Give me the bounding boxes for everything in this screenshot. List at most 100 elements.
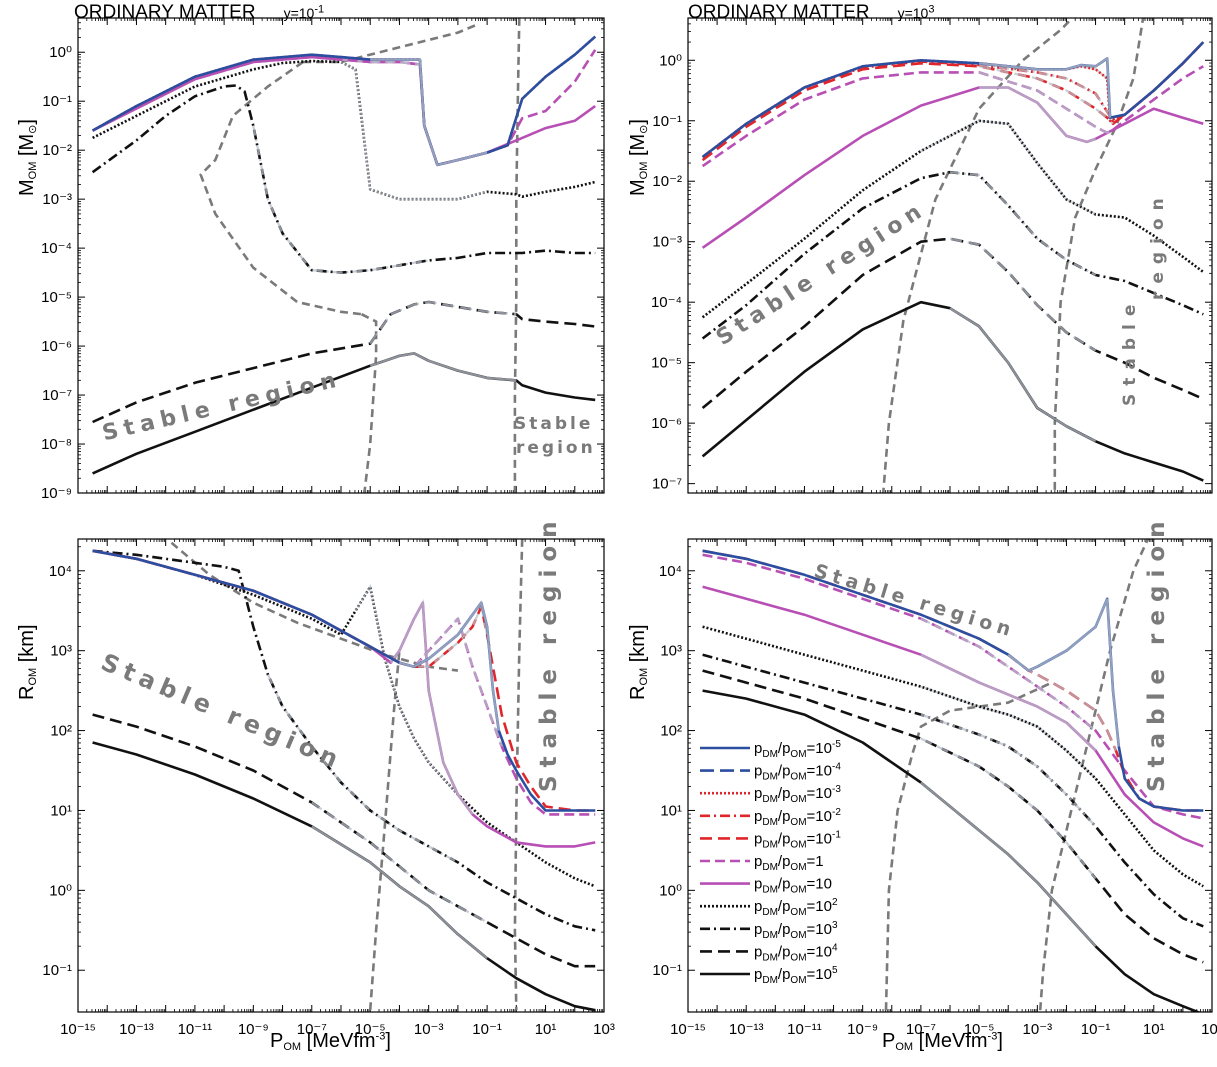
series-unstable-segment-1e2 <box>921 121 1096 215</box>
x-tick-label: 10⁻¹¹ <box>787 1021 822 1038</box>
x-tick-label: 10⁻³ <box>414 1021 444 1038</box>
series-unstable-segment-1 <box>370 62 487 165</box>
x-tick-label: 10³ <box>593 1021 615 1038</box>
x-tick-label: 10⁻⁹ <box>847 1021 878 1038</box>
series-line-1e2 <box>93 61 596 199</box>
y-tick-label: 10³ <box>660 643 682 660</box>
y-tick-label: 10⁻⁶ <box>651 415 682 432</box>
legend-label: pDM/pOM=10-1 <box>754 829 841 850</box>
stability-boundary-line <box>362 314 377 493</box>
stability-boundary-line <box>886 683 1052 1011</box>
legend-label: pDM/pOM=10-2 <box>754 807 841 828</box>
y-tick-label: 10⁻⁴ <box>651 294 682 311</box>
series-unstable-segment-1e4 <box>312 803 487 923</box>
stability-boundary-line <box>370 651 399 1011</box>
region-label-tr-right-a: Stable <box>1120 297 1140 406</box>
y-tick-label: 10⁻¹ <box>652 113 682 130</box>
legend-label: pDM/pOM=10-4 <box>754 762 841 783</box>
panel-2: 10⁻¹⁵ 10⁻¹³ 10⁻¹¹ 10⁻⁹ 10⁻⁷ 10⁻⁵ 10⁻³ 10⁻¹ 10¹ 10… <box>42 539 614 1038</box>
y-tick-label: 10⁰ <box>49 44 72 61</box>
legend-label: pDM/pOM=1 <box>754 853 824 873</box>
x-tick-label: 10³ <box>1201 1021 1217 1038</box>
x-tick-label: 10⁻⁹ <box>238 1021 269 1038</box>
y-tick-label: 10³ <box>50 643 72 660</box>
series-line-1e2 <box>93 551 596 887</box>
y-tick-label: 10⁻⁷ <box>42 387 72 404</box>
xlabel-right: POM [MeVfm-3] <box>882 1030 1003 1053</box>
x-tick-label: 10⁻¹⁵ <box>670 1021 706 1038</box>
y-tick-label: 10² <box>660 723 682 740</box>
series-unstable-segment-1e2 <box>921 687 1096 779</box>
plot-area-2 <box>93 539 596 1010</box>
x-tick-label: 10¹ <box>535 1021 557 1038</box>
xlabel-left: POM [MeVfm-3] <box>270 1030 391 1053</box>
stability-boundary-line <box>1055 15 1144 496</box>
stability-boundary-line <box>1040 539 1148 1010</box>
series-unstable-segment-1e4 <box>370 302 516 344</box>
y-tick-label: 10⁻⁶ <box>41 338 72 355</box>
y-tick-label: 10¹ <box>50 802 72 819</box>
panel-frame <box>688 18 1212 493</box>
series-line-1e4 <box>93 302 596 422</box>
legend-label: pDM/pOM=102 <box>754 897 838 918</box>
legend-label: pDM/pOM=10-5 <box>754 739 841 760</box>
series-unstable-segment-1e3 <box>921 715 1096 827</box>
region-label-tl-right-a: Stable <box>514 414 593 434</box>
y-tick-label: 10² <box>50 723 72 740</box>
region-label-bl-right: Stable region <box>536 514 562 793</box>
legend: pDM/pOM=10-5pDM/pOM=10-4pDM/pOM=10-3pDM/… <box>700 739 841 986</box>
y-tick-label: 10⁻⁵ <box>41 289 72 306</box>
ylabel-bottom-left: ROM [km] <box>16 624 39 700</box>
ylabel-top-left: MOM [M⊙] <box>16 119 39 196</box>
ylabel-bottom-right: ROM [km] <box>627 624 650 700</box>
x-tick-label: 10⁻¹³ <box>119 1021 154 1038</box>
y-tick-label: 10⁻¹ <box>652 962 682 979</box>
series-unstable-segment-1e3 <box>268 675 458 863</box>
y-tick-label: 10⁻¹ <box>42 962 72 979</box>
panel-title-top-right: ORDINARY MATTER y=103 <box>688 2 934 24</box>
stability-boundary-line <box>201 62 362 314</box>
series-unstable-segment-1e5 <box>312 826 487 958</box>
series-line-1e-2 <box>703 42 1204 157</box>
y-tick-label: 10⁻³ <box>652 234 682 251</box>
y-tick-label: 10⁻⁸ <box>41 436 72 453</box>
y-tick-label: 10⁻¹ <box>42 93 72 110</box>
series-unstable-segment-1e-5 <box>370 60 487 165</box>
series-line-1e5 <box>93 743 596 1011</box>
legend-label: pDM/pOM=103 <box>754 920 838 941</box>
x-tick-label: 10⁻¹⁵ <box>60 1021 96 1038</box>
panel-title-top-left: ORDINARY MATTER y=10-1 <box>74 2 324 24</box>
y-tick-label: 10⁴ <box>49 563 72 580</box>
series-line-1 <box>703 66 1204 166</box>
legend-label: pDM/pOM=105 <box>754 965 838 986</box>
series-line-1e-5 <box>703 42 1204 157</box>
series-line-1e3 <box>93 86 596 273</box>
y-tick-label: 10⁻² <box>42 142 72 159</box>
region-label-tl-right-b: region <box>516 438 596 458</box>
series-unstable-segment-1e4 <box>921 739 1096 879</box>
x-tick-label: 10⁻¹ <box>1081 1021 1111 1038</box>
region-label-br-right: Stable region <box>1144 514 1170 793</box>
y-tick-label: 10⁻⁷ <box>652 476 682 493</box>
y-tick-label: 10⁰ <box>659 882 682 899</box>
y-tick-label: 10⁻³ <box>42 191 72 208</box>
series-unstable-segment-1e5 <box>950 308 1096 441</box>
x-tick-label: 10¹ <box>1143 1021 1165 1038</box>
y-tick-label: 10⁰ <box>659 52 682 69</box>
y-tick-label: 10⁴ <box>659 563 682 580</box>
series-unstable-segment-10 <box>341 60 458 165</box>
series-unstable-segment-1e-3 <box>370 60 487 165</box>
x-tick-label: 10⁻¹¹ <box>178 1021 213 1038</box>
series-unstable-segment-1e3 <box>253 126 428 273</box>
series-unstable-segment-1e5 <box>921 783 1096 947</box>
y-tick-label: 10⁻⁹ <box>41 485 72 502</box>
series-unstable-segment-10 <box>391 603 473 815</box>
series-unstable-segment-1 <box>399 619 501 747</box>
stability-boundary-line <box>172 543 458 671</box>
ylabel-top-right: MOM [M⊙] <box>627 119 650 196</box>
legend-label: pDM/pOM=104 <box>754 942 838 963</box>
legend-label: pDM/pOM=10 <box>754 876 832 896</box>
x-tick-label: 10⁻¹ <box>472 1021 502 1038</box>
x-tick-label: 10⁻¹³ <box>729 1021 764 1038</box>
